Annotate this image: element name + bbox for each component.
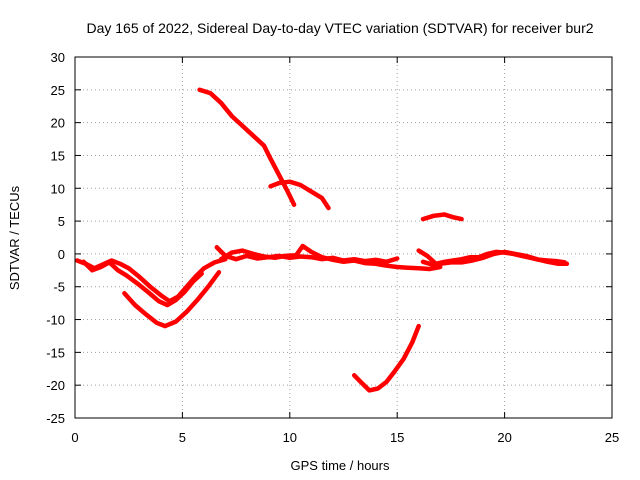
- y-tick-label: -10: [46, 313, 65, 328]
- x-tick-label: 0: [71, 430, 78, 445]
- y-tick-label: 25: [51, 83, 65, 98]
- chart-title: Day 165 of 2022, Sidereal Day-to-day VTE…: [86, 20, 593, 36]
- x-tick-label: 25: [605, 430, 619, 445]
- series-line-arc-9: [420, 249, 570, 267]
- y-axis-label: SDTVAR / TECUs: [7, 185, 22, 290]
- data-series: [74, 87, 570, 393]
- axis-ticks: 0 5 10 15 20 25 -25 -20 -15 -10 -5 0 5 10 15 20 25 30: [46, 50, 619, 445]
- x-axis-label: GPS time / hours: [291, 458, 390, 473]
- y-tick-label: -25: [46, 411, 65, 426]
- y-tick-label: 20: [51, 116, 65, 131]
- x-tick-label: 5: [179, 430, 186, 445]
- series-line-arc-6: [197, 87, 297, 207]
- series-line-arc-3: [122, 270, 222, 329]
- y-tick-label: 5: [58, 214, 65, 229]
- x-tick-label: 20: [497, 430, 511, 445]
- plot-frame: [74, 56, 613, 419]
- y-tick-label: -15: [46, 345, 65, 360]
- y-tick-label: 0: [58, 247, 65, 262]
- y-tick-label: -5: [53, 280, 65, 295]
- x-tick-label: 15: [390, 430, 404, 445]
- series-line-arc-7: [268, 179, 331, 211]
- x-tick-label: 10: [283, 430, 297, 445]
- grid-lines: [75, 57, 612, 418]
- y-tick-label: 15: [51, 148, 65, 163]
- y-tick-label: -20: [46, 378, 65, 393]
- series-line-arc-11: [351, 323, 421, 393]
- series-line-arc-10: [420, 212, 464, 222]
- series-line-arc-4: [214, 245, 400, 265]
- y-tick-label: 10: [51, 181, 65, 196]
- series-line-arc-5: [218, 243, 443, 272]
- series-line-arc-2: [81, 259, 204, 308]
- y-tick-label: 30: [51, 50, 65, 65]
